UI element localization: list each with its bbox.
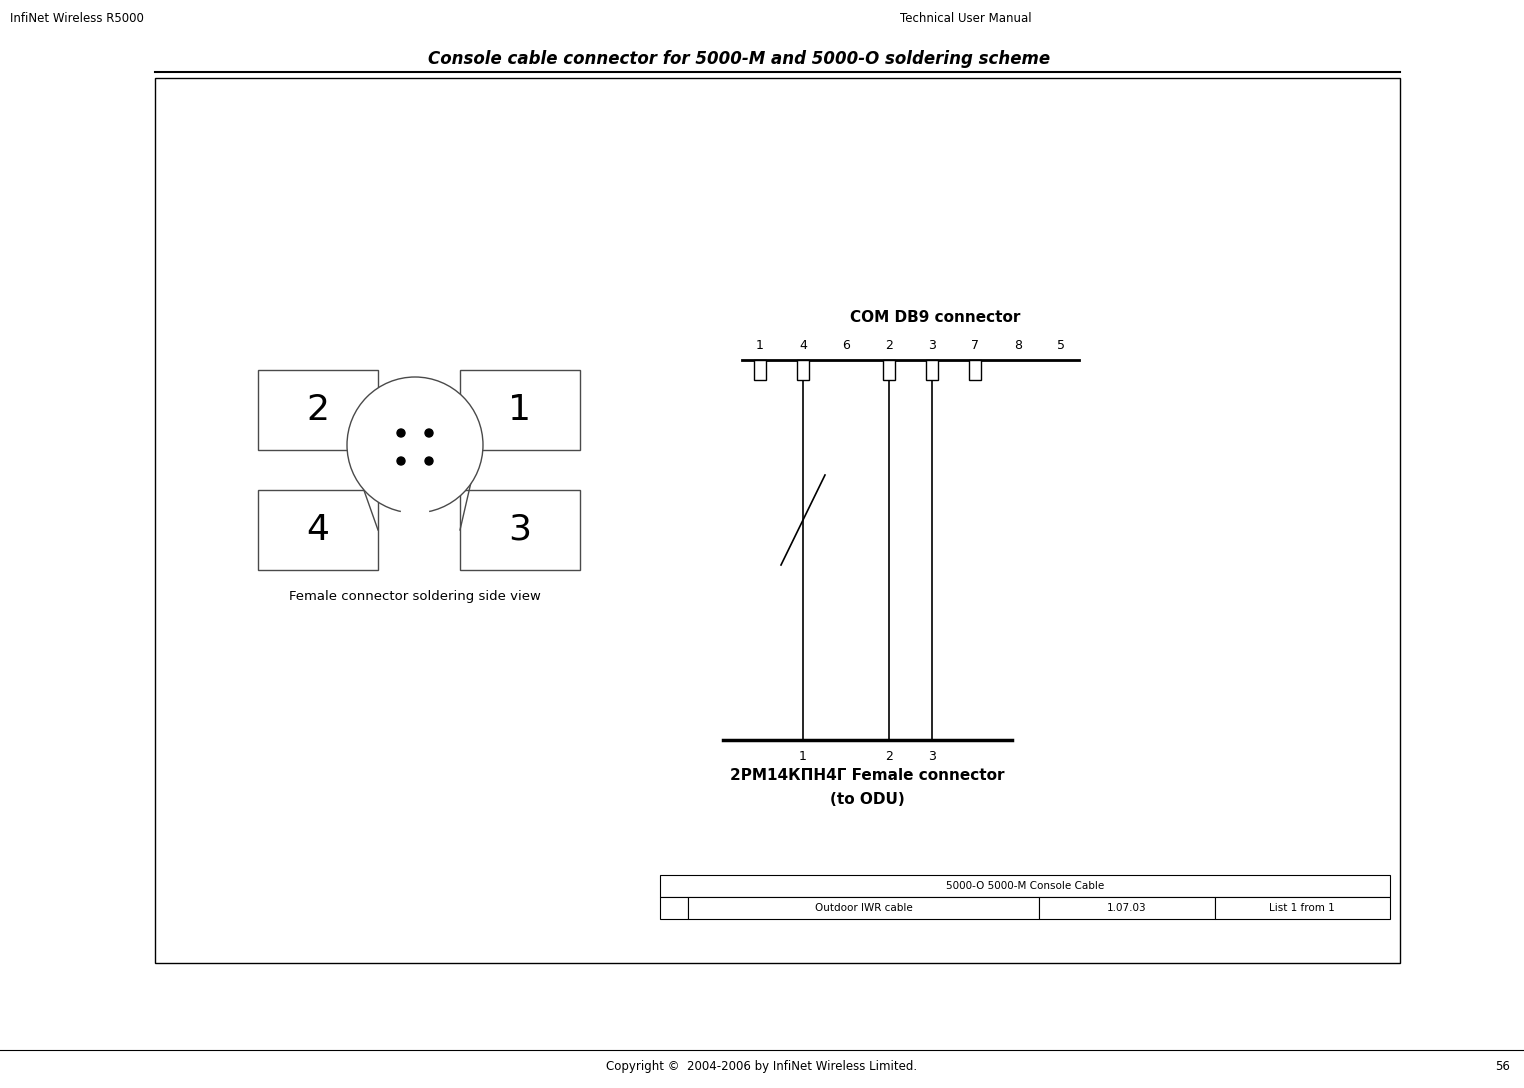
Text: List 1 from 1: List 1 from 1 (1269, 903, 1335, 913)
Bar (1039, 897, 1215, 919)
Text: Console cable connector for 5000-M and 5000-O soldering scheme: Console cable connector for 5000-M and 5… (428, 50, 1050, 67)
Text: 1: 1 (756, 339, 764, 353)
Text: (to ODU): (to ODU) (831, 792, 905, 807)
Text: 2РМ14КПН4Г Female connector: 2РМ14КПН4Г Female connector (730, 768, 1004, 783)
Bar (969, 360, 981, 380)
Text: Outdoor IWR cable: Outdoor IWR cable (815, 903, 913, 913)
Text: 3: 3 (928, 750, 936, 763)
Bar (258, 370, 378, 450)
Text: Technical User Manual: Technical User Manual (901, 12, 1032, 25)
Bar (1215, 897, 1390, 919)
Text: 5: 5 (1058, 339, 1065, 353)
Circle shape (396, 457, 405, 465)
Text: 3: 3 (928, 339, 936, 353)
Bar (155, 78, 1401, 963)
Circle shape (425, 429, 433, 437)
Text: COM DB9 connector: COM DB9 connector (850, 310, 1020, 325)
Text: InfiNet Wireless R5000: InfiNet Wireless R5000 (11, 12, 143, 25)
Text: 1.07.03: 1.07.03 (1106, 903, 1146, 913)
Text: 2: 2 (885, 750, 893, 763)
Bar (797, 360, 809, 380)
Circle shape (425, 457, 433, 465)
Text: 4: 4 (799, 339, 806, 353)
Text: 8: 8 (1013, 339, 1023, 353)
Text: 2: 2 (306, 393, 329, 426)
Circle shape (347, 378, 483, 514)
Text: 1: 1 (509, 393, 532, 426)
Bar (754, 360, 767, 380)
Text: 56: 56 (1495, 1060, 1510, 1073)
Text: 5000-O 5000-M Console Cable: 5000-O 5000-M Console Cable (946, 881, 1103, 891)
Text: 3: 3 (509, 514, 532, 547)
Text: 7: 7 (971, 339, 978, 353)
Bar (882, 360, 895, 380)
Text: Female connector soldering side view: Female connector soldering side view (290, 590, 541, 603)
Bar (687, 897, 1039, 919)
Bar (460, 490, 581, 570)
Text: 4: 4 (306, 514, 329, 547)
Text: Copyright ©  2004-2006 by InfiNet Wireless Limited.: Copyright © 2004-2006 by InfiNet Wireles… (607, 1060, 917, 1073)
Bar (660, 875, 1390, 897)
Circle shape (396, 429, 405, 437)
Bar (927, 360, 937, 380)
Text: 6: 6 (843, 339, 850, 353)
Bar (660, 897, 687, 919)
Text: 2: 2 (885, 339, 893, 353)
Bar (258, 490, 378, 570)
Text: 1: 1 (799, 750, 806, 763)
Bar (460, 370, 581, 450)
